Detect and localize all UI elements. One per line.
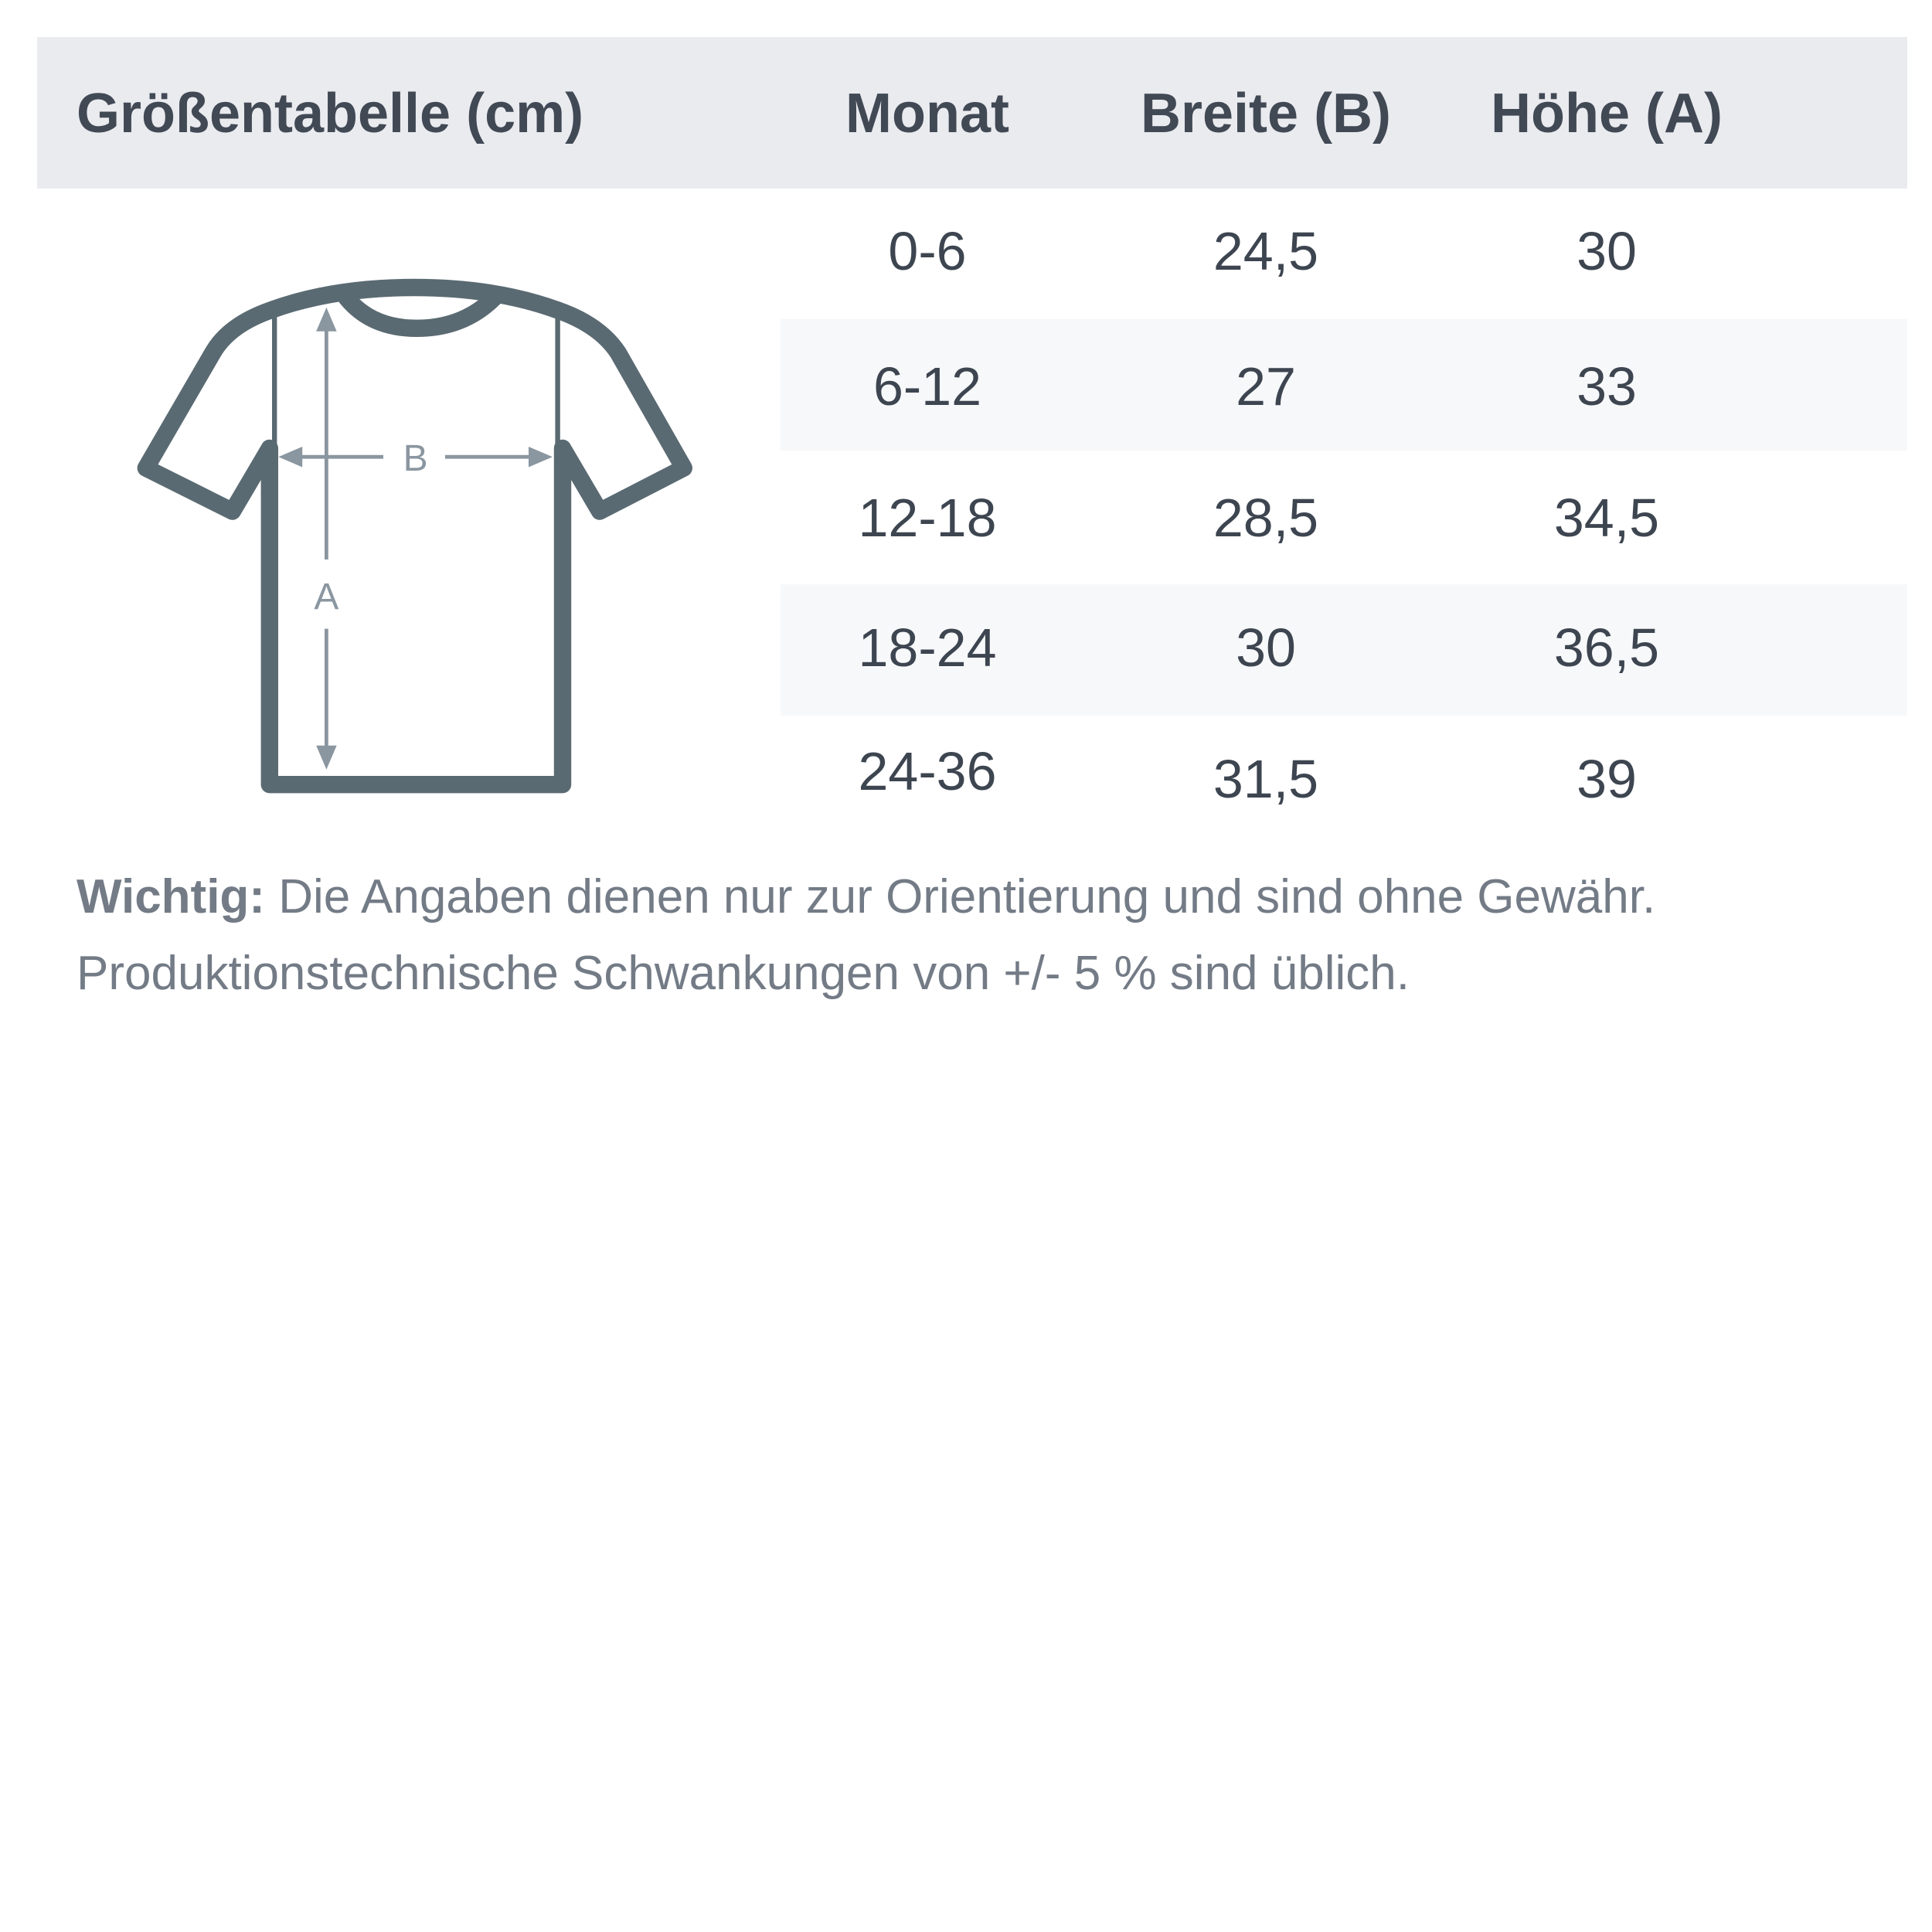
column-header-month: Monat xyxy=(845,83,1009,145)
label-b: B xyxy=(403,438,428,479)
cell-width: 24,5 xyxy=(1213,221,1319,281)
row-stripe xyxy=(781,319,1907,451)
cell-month: 6-12 xyxy=(872,356,982,417)
cell-month: 18-24 xyxy=(858,617,997,678)
cell-height: 39 xyxy=(1577,749,1637,809)
cell-month: 24-36 xyxy=(858,741,997,801)
row-stripe xyxy=(781,584,1907,716)
cell-month: 0-6 xyxy=(888,221,967,281)
label-a: A xyxy=(314,577,338,617)
cell-height: 33 xyxy=(1577,356,1637,417)
cell-width: 30 xyxy=(1236,617,1296,678)
note-line-1: Wichtig: Die Angaben dienen nur zur Orie… xyxy=(77,869,1655,924)
table-title: Größentabelle (cm) xyxy=(77,83,584,145)
cell-width: 27 xyxy=(1236,356,1296,417)
column-header-width: Breite (B) xyxy=(1140,83,1392,145)
cell-height: 36,5 xyxy=(1553,617,1660,678)
cell-height: 34,5 xyxy=(1553,488,1660,548)
note-text-1: Die Angaben dienen nur zur Orientierung … xyxy=(278,870,1656,923)
cell-width: 31,5 xyxy=(1213,749,1319,809)
note-line-2: Produktionstechnische Schwankungen von +… xyxy=(77,947,1410,1000)
table-header xyxy=(37,37,1907,189)
cell-month: 12-18 xyxy=(858,488,997,548)
cell-height: 30 xyxy=(1577,221,1637,281)
cell-width: 28,5 xyxy=(1213,488,1319,548)
tshirt-diagram-icon: B A xyxy=(137,278,693,794)
column-header-height: Höhe (A) xyxy=(1491,83,1723,145)
note-label: Wichtig: xyxy=(77,870,265,923)
